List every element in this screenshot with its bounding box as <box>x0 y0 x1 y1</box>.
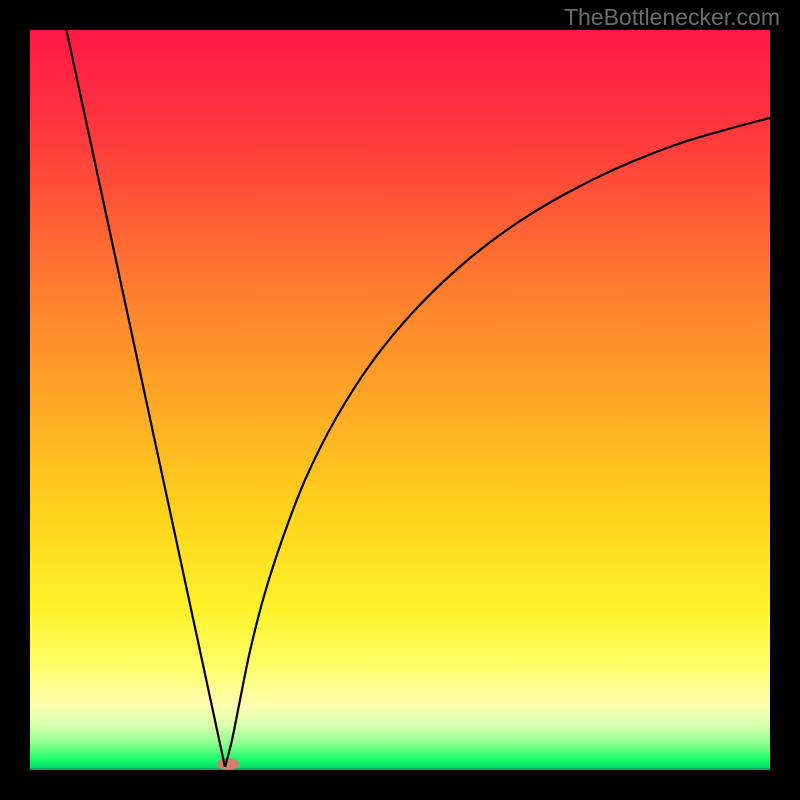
chart-root: TheBottlenecker.com <box>0 0 800 800</box>
green-baseline <box>30 768 770 770</box>
gradient-background <box>30 30 770 770</box>
chart-svg <box>0 0 800 800</box>
watermark-text: TheBottlenecker.com <box>564 4 780 31</box>
